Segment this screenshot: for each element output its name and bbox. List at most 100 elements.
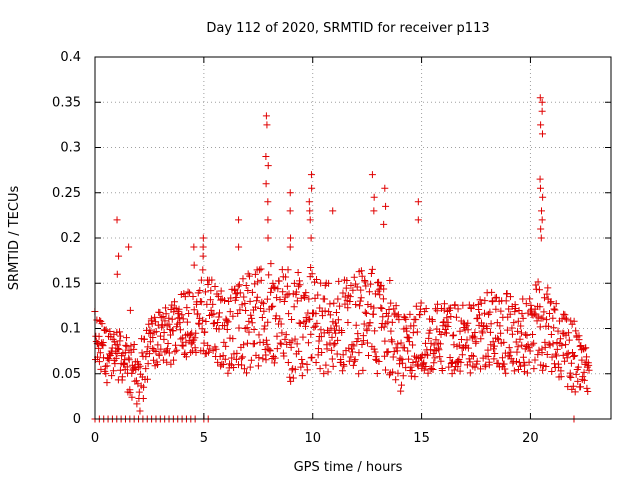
data-point bbox=[286, 243, 294, 251]
data-point bbox=[503, 289, 511, 297]
data-point bbox=[431, 347, 439, 355]
data-point bbox=[443, 314, 451, 322]
data-point bbox=[266, 347, 274, 355]
data-point bbox=[165, 320, 173, 328]
data-point bbox=[552, 300, 560, 308]
data-point bbox=[201, 288, 209, 296]
data-point bbox=[536, 94, 544, 102]
data-point bbox=[211, 283, 219, 291]
x-tick-label: 20 bbox=[522, 431, 539, 446]
data-point bbox=[113, 216, 121, 224]
data-point bbox=[325, 329, 333, 337]
data-point bbox=[243, 324, 251, 332]
data-point bbox=[308, 270, 316, 278]
data-point bbox=[294, 269, 302, 277]
data-point bbox=[140, 335, 148, 343]
data-point bbox=[359, 337, 367, 345]
data-point bbox=[580, 368, 588, 376]
data-point bbox=[108, 372, 116, 380]
data-point bbox=[135, 388, 143, 396]
data-point bbox=[115, 345, 123, 353]
data-point bbox=[454, 363, 462, 371]
data-point bbox=[546, 310, 554, 318]
data-point bbox=[95, 358, 103, 366]
data-point bbox=[116, 337, 124, 345]
data-point bbox=[572, 327, 580, 335]
data-point bbox=[359, 366, 367, 374]
data-point bbox=[321, 307, 329, 315]
data-point bbox=[161, 317, 169, 325]
data-point bbox=[262, 180, 270, 188]
data-point bbox=[248, 314, 256, 322]
data-point bbox=[473, 357, 481, 365]
data-point bbox=[582, 344, 590, 352]
data-point bbox=[269, 302, 277, 310]
data-point bbox=[233, 349, 241, 357]
data-point bbox=[181, 293, 189, 301]
data-point bbox=[143, 375, 151, 383]
data-point bbox=[259, 355, 267, 363]
data-point bbox=[205, 348, 213, 356]
data-point bbox=[319, 312, 327, 320]
data-point bbox=[464, 319, 472, 327]
data-point bbox=[281, 335, 289, 343]
data-point bbox=[191, 334, 199, 342]
data-point bbox=[458, 351, 466, 359]
data-point bbox=[192, 329, 200, 337]
data-point bbox=[387, 327, 395, 335]
data-point bbox=[449, 332, 457, 340]
data-point bbox=[367, 280, 375, 288]
data-point bbox=[431, 354, 439, 362]
data-point bbox=[258, 314, 266, 322]
data-point bbox=[368, 265, 376, 273]
data-point bbox=[379, 313, 387, 321]
data-point bbox=[420, 359, 428, 367]
data-point bbox=[543, 351, 551, 359]
data-point bbox=[492, 305, 500, 313]
data-point bbox=[293, 297, 301, 305]
data-point bbox=[265, 271, 273, 279]
data-point bbox=[523, 331, 531, 339]
data-point bbox=[339, 351, 347, 359]
data-point bbox=[356, 302, 364, 310]
data-point bbox=[200, 339, 208, 347]
data-point bbox=[290, 303, 298, 311]
data-point bbox=[402, 364, 410, 372]
data-point bbox=[481, 297, 489, 305]
data-point bbox=[317, 326, 325, 334]
data-point bbox=[116, 366, 124, 374]
data-point bbox=[496, 322, 504, 330]
x-tick-label: 15 bbox=[413, 431, 430, 446]
data-point bbox=[323, 345, 331, 353]
data-point bbox=[118, 373, 126, 381]
data-point bbox=[406, 310, 414, 318]
data-point bbox=[505, 305, 513, 313]
data-point bbox=[424, 351, 432, 359]
data-point bbox=[340, 362, 348, 370]
data-point bbox=[219, 361, 227, 369]
data-point bbox=[550, 324, 558, 332]
data-point bbox=[255, 331, 263, 339]
data-point bbox=[229, 312, 237, 320]
data-point bbox=[210, 319, 218, 327]
data-point bbox=[96, 349, 104, 357]
data-point bbox=[563, 354, 571, 362]
data-point bbox=[295, 347, 303, 355]
data-point bbox=[179, 315, 187, 323]
data-point bbox=[577, 383, 585, 391]
data-point bbox=[284, 266, 292, 274]
data-point bbox=[393, 347, 401, 355]
data-point bbox=[478, 327, 486, 335]
data-point bbox=[140, 383, 148, 391]
data-point bbox=[293, 340, 301, 348]
data-point bbox=[552, 352, 560, 360]
data-point bbox=[543, 316, 551, 324]
data-point bbox=[523, 369, 531, 377]
data-point bbox=[298, 356, 306, 364]
data-point bbox=[199, 243, 207, 251]
data-point bbox=[352, 280, 360, 288]
data-point bbox=[162, 304, 170, 312]
data-point bbox=[366, 319, 374, 327]
data-point bbox=[477, 365, 484, 373]
data-point bbox=[528, 341, 536, 349]
